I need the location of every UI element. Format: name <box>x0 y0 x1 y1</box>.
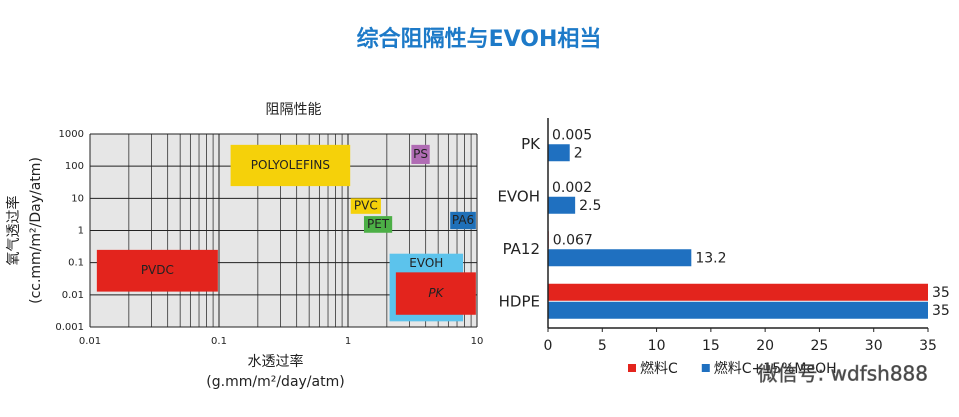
region <box>411 144 430 164</box>
x-tick-label: 35 <box>919 338 937 354</box>
x-tick-label: 1 <box>345 336 351 347</box>
x-tick-label: 5 <box>598 338 607 354</box>
x-tick-label: 0.01 <box>79 336 101 347</box>
x-tick-label: 10 <box>471 336 484 347</box>
y-tick-label: 0.001 <box>55 322 84 333</box>
x-tick-label: 0.1 <box>211 336 227 347</box>
region <box>96 249 218 292</box>
data-label: 35 <box>932 285 950 301</box>
y-tick-label: HDPE <box>499 292 540 310</box>
bar <box>548 283 928 301</box>
page-title: 综合阻隔性与EVOH相当 <box>357 26 602 52</box>
region-label: PS <box>413 147 428 161</box>
x-tick-label: 0 <box>544 338 553 354</box>
region <box>363 216 393 233</box>
y-tick-label: PK <box>521 135 541 153</box>
x-tick-label: 20 <box>756 338 774 354</box>
region <box>230 144 351 187</box>
chart-title: 阻隔性能 <box>266 102 322 118</box>
bar <box>548 196 576 214</box>
region-label: PVDC <box>141 263 174 277</box>
region <box>450 211 476 230</box>
watermark: 微信号: wdfsh888 <box>758 362 928 386</box>
bar <box>548 301 928 319</box>
y-axis-label: (cc.mm/m²/Day/atm) <box>28 157 44 304</box>
bar <box>548 249 692 267</box>
bar <box>548 144 570 162</box>
y-tick-label: 0.01 <box>62 290 84 301</box>
region <box>395 272 476 315</box>
legend-label: 燃料C+15%MeOH <box>714 360 837 377</box>
legend-label: 燃料C <box>640 360 678 377</box>
region-label: POLYOLEFINS <box>251 158 330 172</box>
x-axis-label: (g.mm/m²/day/atm) <box>206 374 344 390</box>
data-label: 13.2 <box>695 250 726 266</box>
y-tick-label: 10 <box>71 193 84 204</box>
y-tick-label: 1 <box>78 226 84 237</box>
data-label: 0.005 <box>552 127 592 143</box>
y-axis-label: 氧气透过率 <box>5 196 22 266</box>
data-label: 2.5 <box>579 198 601 214</box>
data-label: 2 <box>574 145 583 161</box>
legend-swatch <box>701 364 710 372</box>
data-label: 0.002 <box>552 180 592 196</box>
region-label: PA6 <box>452 213 474 227</box>
y-tick-label: 0.1 <box>68 258 84 269</box>
x-tick-label: 10 <box>648 338 666 354</box>
region-label: PVC <box>354 199 378 213</box>
x-tick-label: 30 <box>865 338 883 354</box>
y-tick-label: 1000 <box>59 129 84 140</box>
legend-swatch <box>628 364 636 372</box>
region-label: PET <box>367 217 390 231</box>
y-tick-label: EVOH <box>497 187 540 205</box>
region-label: EVOH <box>409 256 443 270</box>
x-tick-label: 15 <box>702 338 720 354</box>
x-tick-label: 25 <box>811 338 829 354</box>
data-label: 35 <box>932 303 950 319</box>
y-tick-label: PA12 <box>503 240 540 258</box>
x-axis-label: 水透过率 <box>248 353 304 370</box>
region <box>350 198 381 214</box>
y-tick-label: 100 <box>65 161 84 172</box>
region-label: PK <box>428 286 444 300</box>
data-label: 0.067 <box>553 232 593 248</box>
